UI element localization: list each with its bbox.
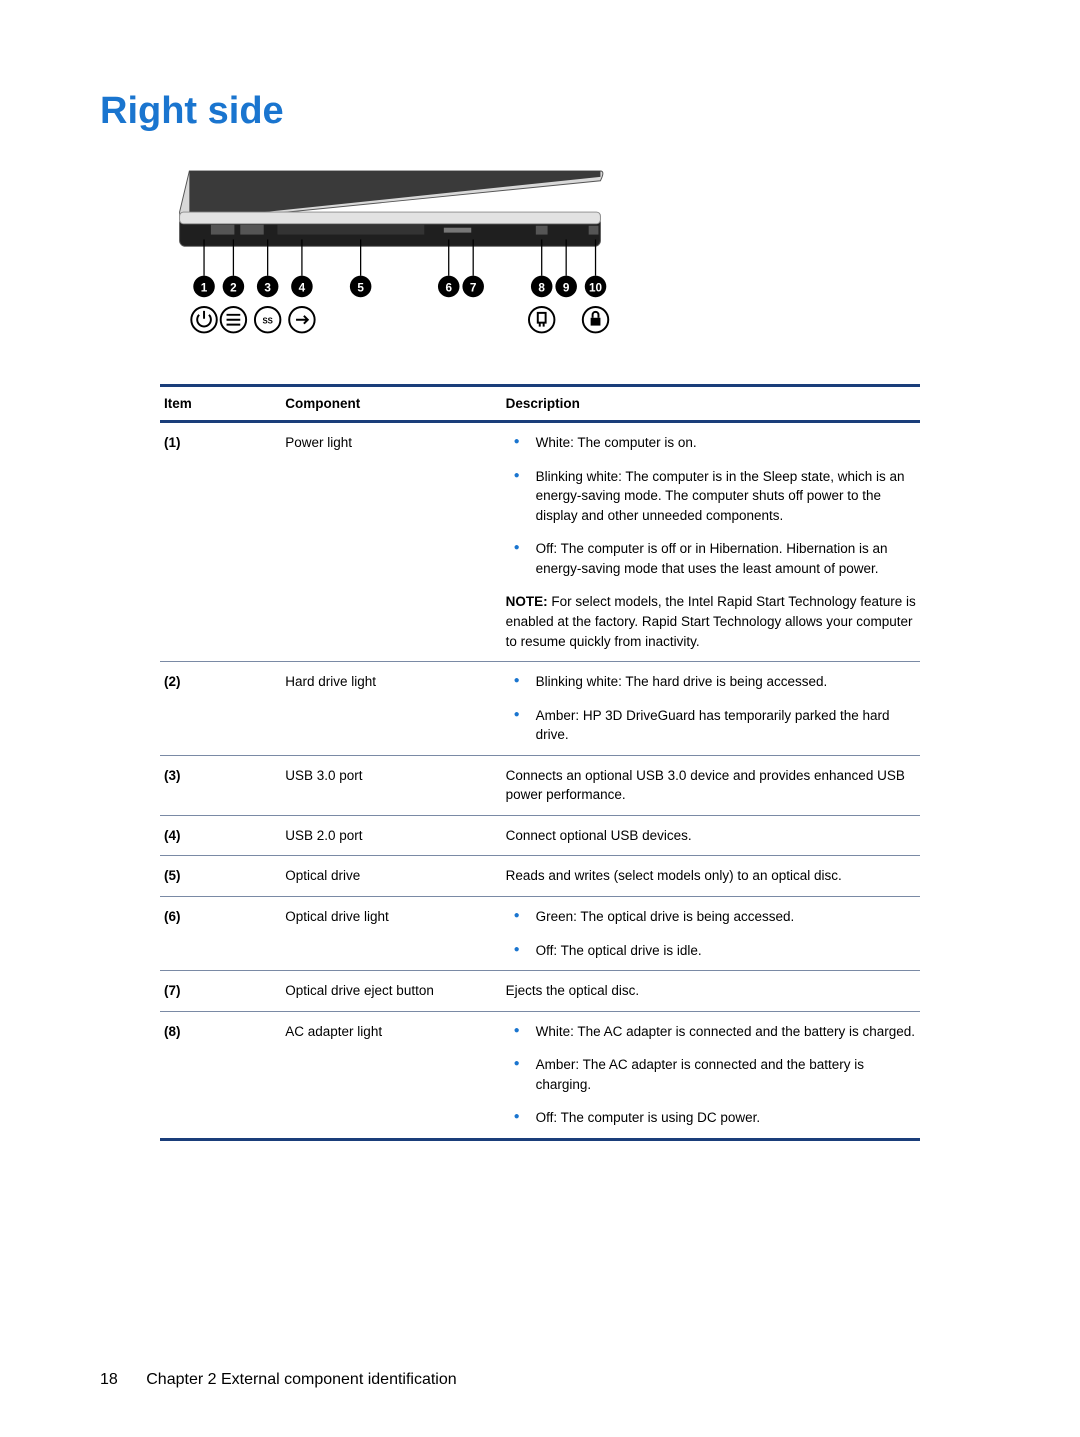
svg-text:7: 7 [470, 281, 477, 294]
table-row: (4)USB 2.0 portConnect optional USB devi… [160, 815, 920, 856]
component-cell: Hard drive light [281, 662, 501, 756]
description-cell: Reads and writes (select models only) to… [502, 856, 920, 897]
svg-text:10: 10 [589, 281, 603, 294]
component-cell: Optical drive eject button [281, 971, 501, 1012]
table-row: (8)AC adapter lightWhite: The AC adapter… [160, 1011, 920, 1138]
component-cell: AC adapter light [281, 1011, 501, 1138]
description-cell: White: The computer is on. Blinking white… [502, 422, 920, 662]
note-text: For select models, the Intel Rapid Start… [506, 594, 916, 648]
component-cell: Power light [281, 422, 501, 662]
bullet-item: White: The computer is on. [506, 433, 916, 453]
description-cell: Connect optional USB devices. [502, 815, 920, 856]
component-table: Item Component Description (1)Power ligh… [160, 384, 920, 1141]
table-row: (2)Hard drive lightBlinking white: The h… [160, 662, 920, 756]
svg-text:4: 4 [299, 281, 306, 294]
bullet-item: Amber: The AC adapter is connected and t… [506, 1055, 916, 1094]
laptop-side-svg: 1 2 3 4 5 6 7 8 9 10 SS [160, 161, 620, 361]
description-cell: Connects an optional USB 3.0 device and … [502, 755, 920, 815]
description-cell: Blinking white: The hard drive is being … [502, 662, 920, 756]
item-cell: (1) [160, 422, 281, 662]
bullet-item: Blinking white: The computer is in the S… [506, 467, 916, 526]
svg-text:1: 1 [201, 281, 208, 294]
item-cell: (5) [160, 856, 281, 897]
col-header-description: Description [502, 386, 920, 422]
page-footer: 18 Chapter 2 External component identifi… [100, 1371, 457, 1389]
page-heading: Right side [100, 90, 980, 133]
svg-text:9: 9 [563, 281, 570, 294]
bullet-item: Amber: HP 3D DriveGuard has temporarily … [506, 706, 916, 745]
svg-text:2: 2 [230, 281, 237, 294]
item-cell: (3) [160, 755, 281, 815]
note-label: NOTE: [506, 594, 552, 609]
bullet-item: Off: The computer is using DC power. [506, 1108, 916, 1128]
col-header-item: Item [160, 386, 281, 422]
laptop-diagram: 1 2 3 4 5 6 7 8 9 10 SS [160, 161, 980, 366]
component-cell: USB 2.0 port [281, 815, 501, 856]
chapter-label: Chapter 2 External component identificat… [146, 1371, 456, 1388]
item-cell: (4) [160, 815, 281, 856]
component-cell: Optical drive light [281, 897, 501, 971]
table-row: (3)USB 3.0 portConnects an optional USB … [160, 755, 920, 815]
item-cell: (8) [160, 1011, 281, 1138]
bullet-item: White: The AC adapter is connected and t… [506, 1022, 916, 1042]
description-cell: White: The AC adapter is connected and t… [502, 1011, 920, 1138]
bullet-item: Blinking white: The hard drive is being … [506, 672, 916, 692]
bullet-item: Green: The optical drive is being access… [506, 907, 916, 927]
svg-text:8: 8 [538, 281, 545, 294]
description-cell: Ejects the optical disc. [502, 971, 920, 1012]
note-block: NOTE: For select models, the Intel Rapid… [506, 592, 916, 651]
col-header-component: Component [281, 386, 501, 422]
item-cell: (2) [160, 662, 281, 756]
bullet-item: Off: The optical drive is idle. [506, 941, 916, 961]
component-cell: Optical drive [281, 856, 501, 897]
item-cell: (6) [160, 897, 281, 971]
table-row: (6)Optical drive lightGreen: The optical… [160, 897, 920, 971]
page-number: 18 [100, 1371, 118, 1388]
svg-text:5: 5 [357, 281, 364, 294]
svg-text:SS: SS [262, 317, 272, 326]
bullet-item: Off: The computer is off or in Hibernati… [506, 539, 916, 578]
table-row: (1)Power lightWhite: The computer is on.… [160, 422, 920, 662]
description-cell: Green: The optical drive is being access… [502, 897, 920, 971]
item-cell: (7) [160, 971, 281, 1012]
table-row: (7)Optical drive eject buttonEjects the … [160, 971, 920, 1012]
component-cell: USB 3.0 port [281, 755, 501, 815]
svg-text:3: 3 [264, 281, 271, 294]
table-row: (5)Optical driveReads and writes (select… [160, 856, 920, 897]
svg-text:6: 6 [445, 281, 452, 294]
